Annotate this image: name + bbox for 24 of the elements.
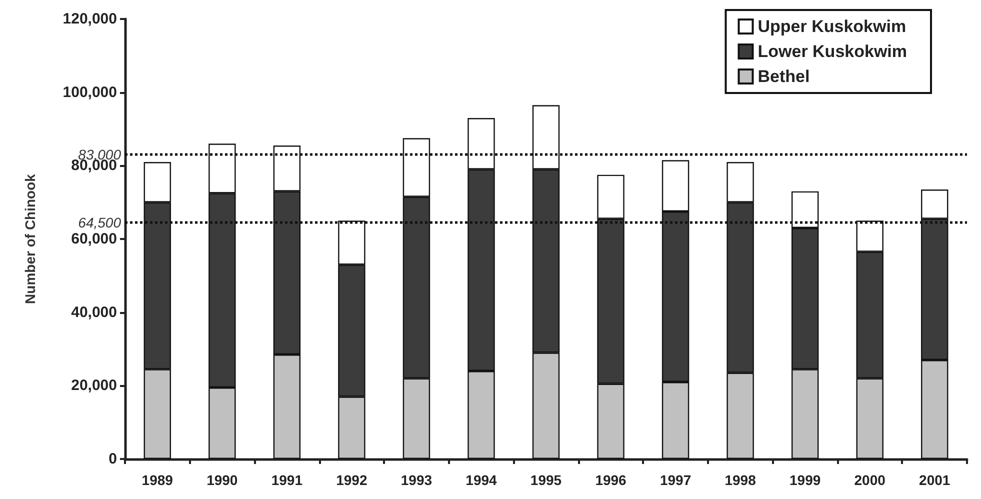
y-tick-label: 40,000 bbox=[71, 304, 117, 321]
legend-label: Upper Kuskokwim bbox=[758, 17, 906, 36]
y-tick-label: 60,000 bbox=[71, 230, 117, 248]
y-axis-title: Number of Chinook bbox=[22, 174, 38, 304]
x-tick-label: 1991 bbox=[271, 472, 303, 488]
ref-line-label: 64,500 bbox=[78, 214, 122, 230]
x-tick-label: 2001 bbox=[919, 472, 950, 488]
y-tick-label: 100,000 bbox=[62, 84, 117, 101]
x-tick-label: 1995 bbox=[530, 472, 562, 488]
x-tick-label: 1989 bbox=[142, 472, 174, 488]
x-tick-label: 1996 bbox=[595, 472, 627, 488]
x-tick-label: 1994 bbox=[466, 472, 498, 488]
x-tick-label: 1997 bbox=[660, 472, 692, 488]
x-tick-label: 1998 bbox=[724, 472, 756, 488]
x-tick-label: 1999 bbox=[790, 472, 821, 488]
y-tick-label: 20,000 bbox=[71, 377, 117, 394]
legend-label: Bethel bbox=[758, 67, 810, 86]
legend-label: Lower Kuskokwim bbox=[758, 42, 908, 61]
y-tick-label: 120,000 bbox=[62, 10, 117, 28]
y-tick-label: 0 bbox=[108, 450, 117, 468]
x-tick-label: 1993 bbox=[400, 472, 432, 488]
x-tick-label: 1992 bbox=[336, 472, 368, 488]
x-tick-label: 2000 bbox=[854, 472, 886, 488]
x-tick-label: 1990 bbox=[206, 472, 238, 488]
